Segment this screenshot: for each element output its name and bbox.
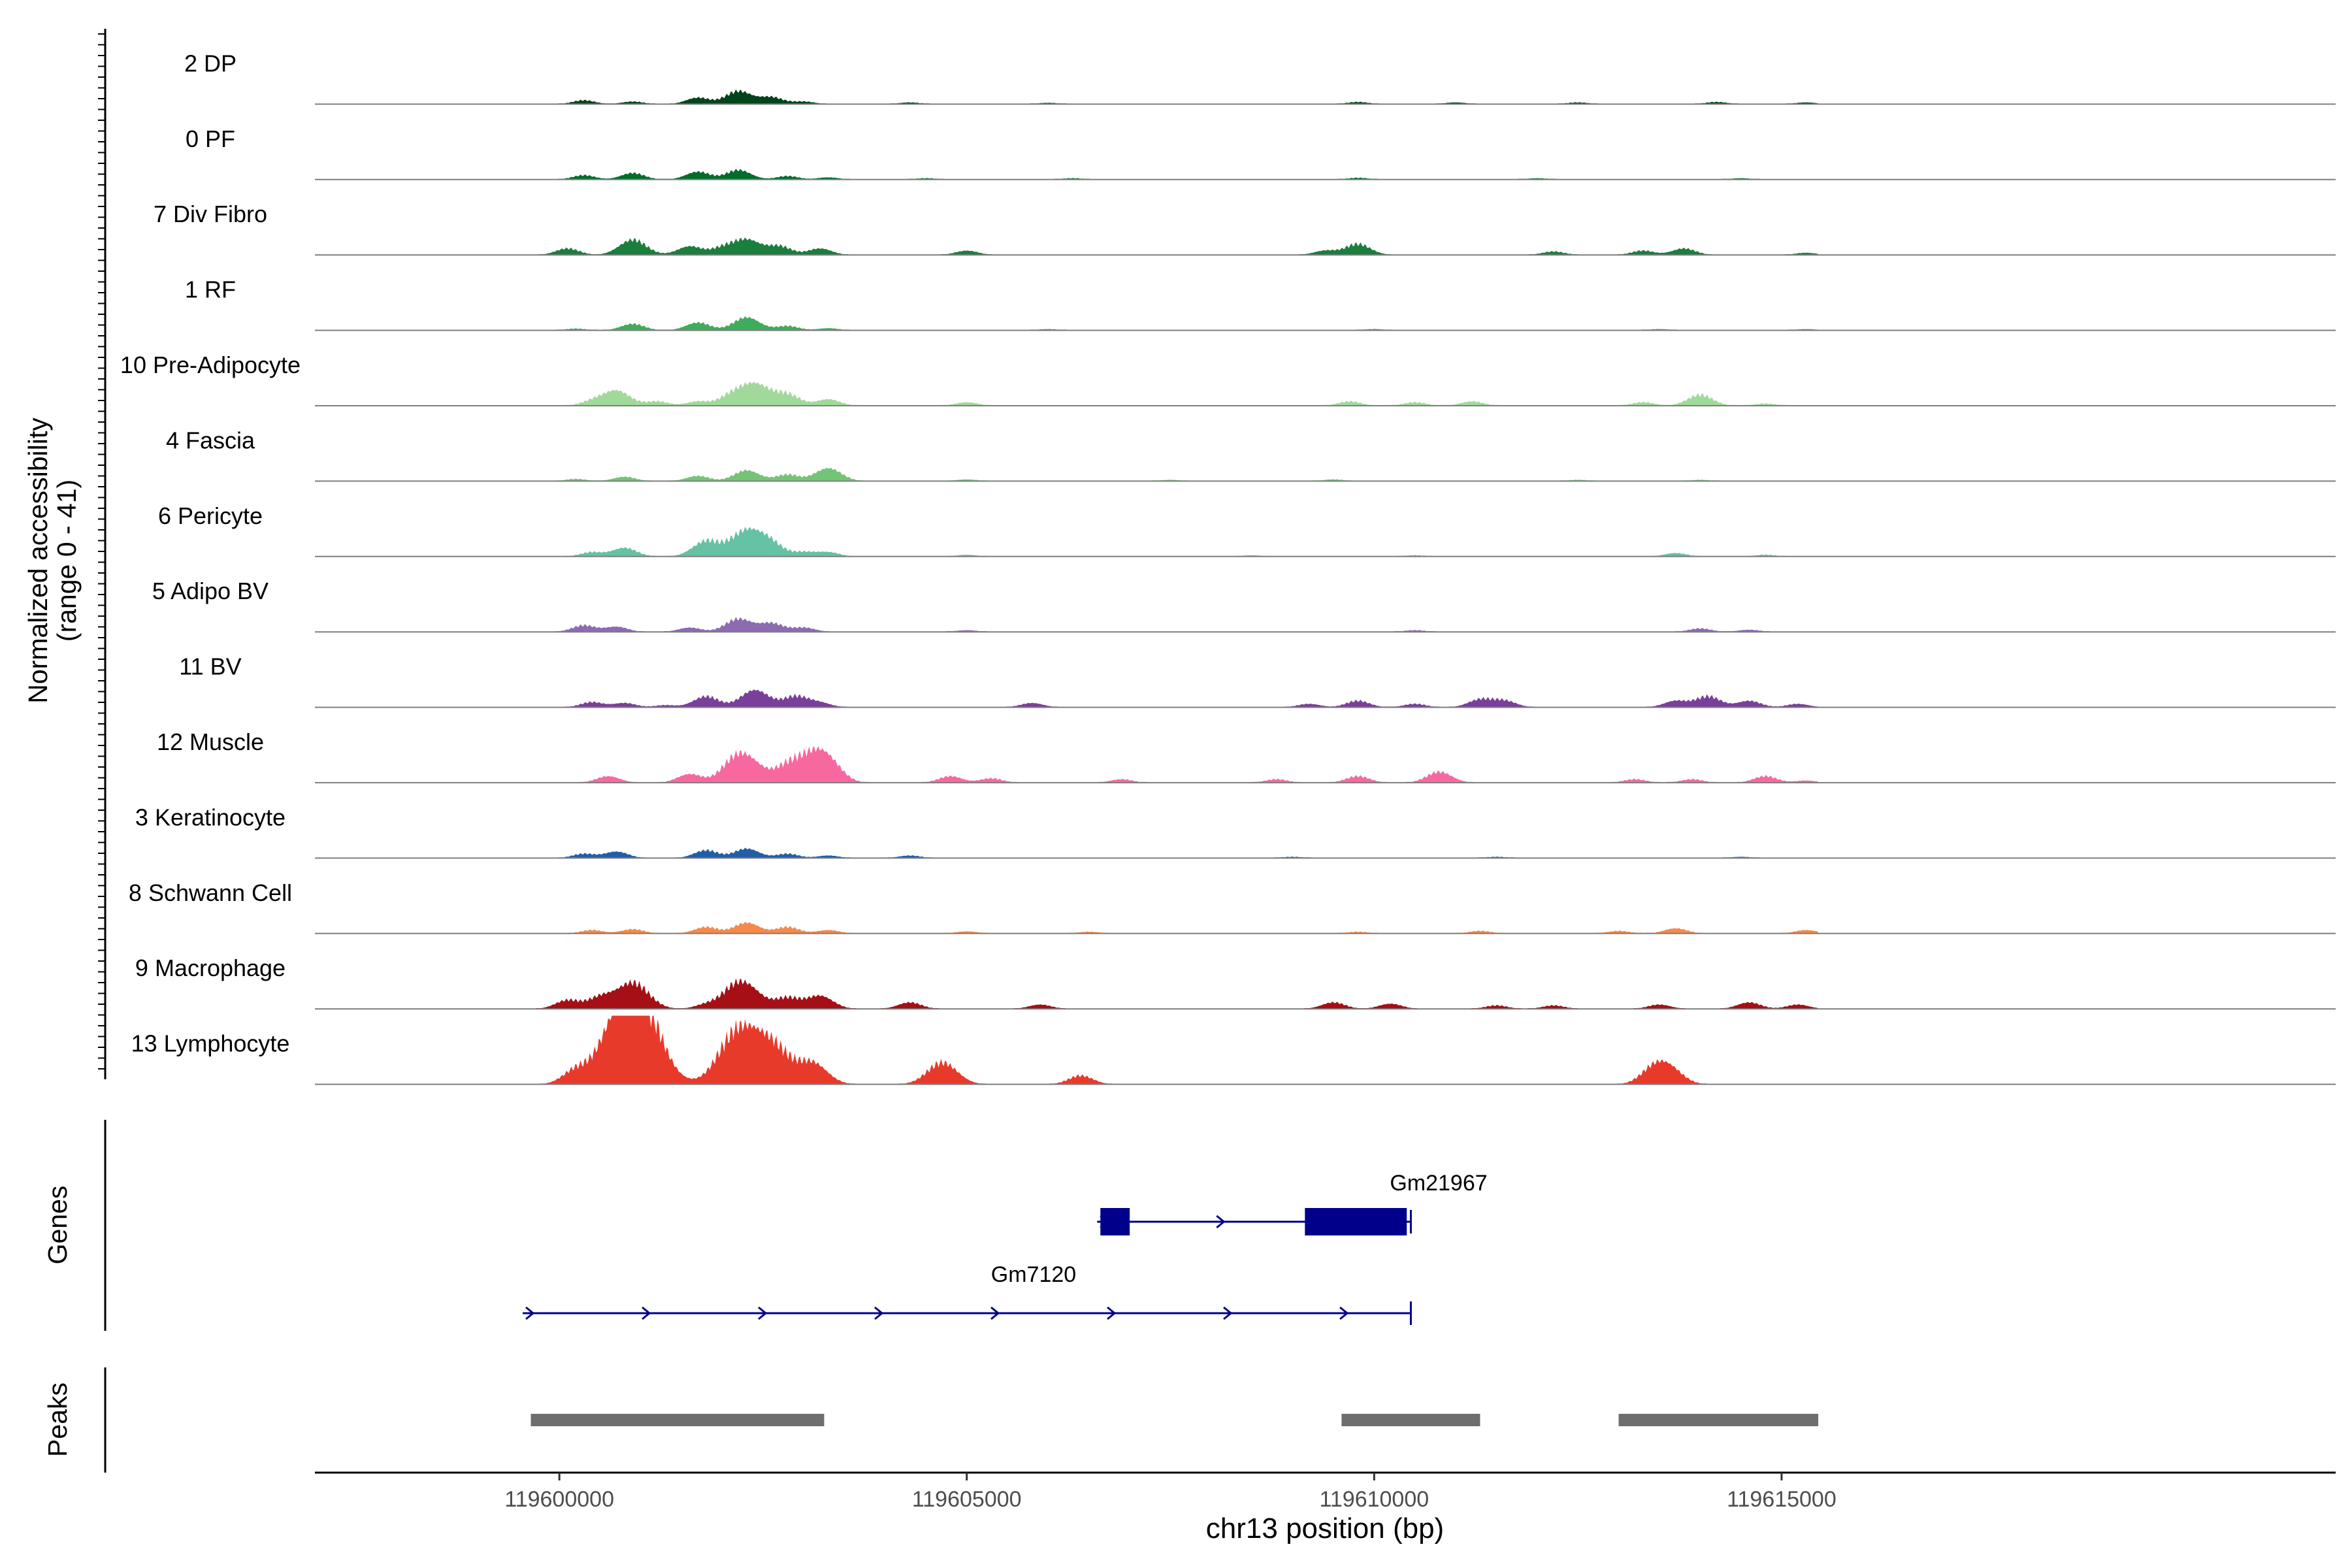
coverage-y-label: Normalized accessibility [23,417,53,704]
exon [1100,1208,1130,1235]
track-label: 8 Schwann Cell [129,879,292,906]
track-label: 1 RF [185,276,236,303]
track-13: 9 Macrophage [135,955,2336,1010]
peak-region [1618,1414,1819,1426]
coverage-panel: Normalized accessibility (range 0 - 41) … [23,29,2336,1085]
track-12: 8 Schwann Cell [129,879,2336,934]
coverage-area [531,978,1818,1009]
track-8: 5 Adipo BV [152,578,2336,633]
strand-arrow [1216,1215,1226,1229]
track-label: 9 Macrophage [135,955,286,981]
track-label: 2 DP [184,50,237,76]
track-7: 6 Pericyte [158,502,2336,557]
strand-arrow [758,1306,768,1320]
gene-Gm21967: Gm21967 [1097,1171,1488,1235]
coverage-y-ticks [98,33,105,1070]
track-label: 4 Fascia [166,427,255,453]
track-label: 0 PF [186,125,235,152]
x-tick-label: 119600000 [504,1487,614,1512]
strand-arrow [874,1306,884,1320]
track-label: 7 Div Fibro [154,201,267,227]
coverage-y-range-label: (range 0 - 41) [52,480,82,642]
gene-Gm7120: Gm7120 [523,1262,1412,1325]
gene-label: Gm21967 [1390,1171,1487,1196]
x-axis: 119600000 119605000 119610000 119615000 chr… [315,1471,2336,1544]
track-10: 12 Muscle [157,728,2336,783]
coverage-tracks: 2 DP 0 PF 7 Div Fibro 1 RF 10 Pre-Adipocyte 4… [120,50,2336,1085]
track-14: 13 Lymphocyte [131,1015,2336,1085]
genes-y-label: Genes [42,1186,73,1265]
track-label: 6 Pericyte [158,502,263,529]
x-axis-label: chr13 position (bp) [1206,1512,1444,1544]
track-6: 4 Fascia [166,427,2336,482]
strand-arrow [990,1306,1000,1320]
gene-label: Gm7120 [991,1262,1076,1287]
coverage-area [531,689,1818,708]
peak-bars [531,1414,1819,1426]
peaks-y-label: Peaks [42,1382,73,1457]
coverage-area [531,1015,1818,1085]
track-11: 3 Keratinocyte [135,804,2336,859]
coverage-area [531,382,1818,406]
strand-arrow [1223,1306,1233,1320]
track-label: 12 Muscle [157,728,264,755]
strand-arrow [1107,1306,1117,1320]
peak-region [1341,1414,1480,1426]
track-label: 5 Adipo BV [152,578,269,604]
track-2: 0 PF [186,125,2336,180]
track-label: 10 Pre-Adipocyte [120,351,301,378]
strand-arrow [642,1306,651,1320]
track-5: 10 Pre-Adipocyte [120,351,2336,406]
coverage-area [531,921,1818,934]
track-label: 13 Lymphocyte [131,1030,290,1057]
track-9: 11 BV [179,653,2336,708]
track-label: 3 Keratinocyte [135,804,286,830]
coverage-area [531,617,1818,632]
x-tick-label: 119615000 [1727,1487,1837,1512]
x-axis-ticks: 119600000 119605000 119610000 119615000 [504,1473,1837,1512]
track-3: 7 Div Fibro [154,201,2336,256]
strand-arrow [1339,1306,1349,1320]
strand-arrow [525,1306,535,1320]
genes-panel: Genes Gm21967 Gm7120 [42,1120,1488,1331]
peaks-panel: Peaks [42,1367,1819,1473]
track-4: 1 RF [185,276,2336,331]
exon [1305,1208,1407,1235]
track-1: 2 DP [184,50,2336,105]
track-label: 11 BV [179,653,241,680]
x-tick-label: 119605000 [912,1487,1022,1512]
coverage-area [531,237,1818,255]
peak-region [531,1414,825,1426]
x-tick-label: 119610000 [1319,1487,1429,1512]
gene-models: Gm21967 Gm7120 [523,1171,1488,1325]
